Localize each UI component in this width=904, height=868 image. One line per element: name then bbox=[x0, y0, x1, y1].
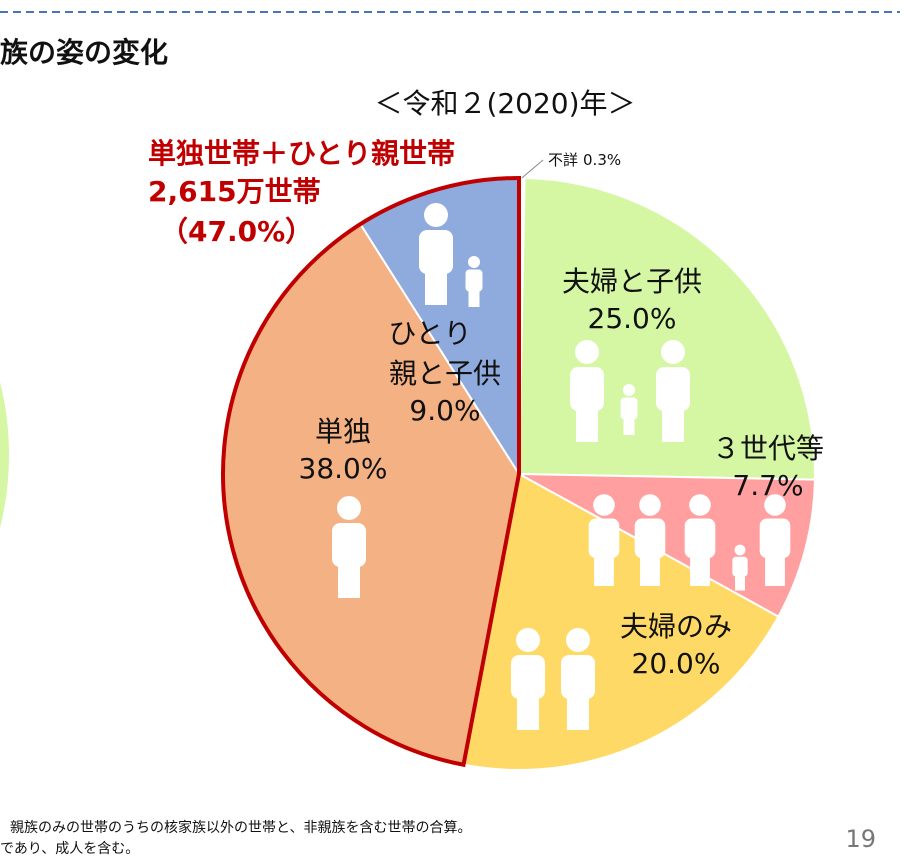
person-icon bbox=[732, 556, 748, 577]
person-icon bbox=[593, 494, 615, 516]
slice-label: ３世代等 bbox=[712, 432, 824, 465]
person-icon bbox=[623, 384, 635, 396]
person-icon bbox=[689, 494, 711, 516]
person-icon bbox=[337, 496, 361, 520]
slice-label: 夫婦と子供 bbox=[562, 265, 702, 298]
person-icon bbox=[516, 628, 540, 652]
person-icon bbox=[332, 523, 366, 567]
person-icon bbox=[764, 494, 786, 516]
person-icon bbox=[661, 340, 685, 364]
slice-label: 夫婦のみ bbox=[620, 610, 732, 643]
annotation-title: 単独世帯＋ひとり親世帯 bbox=[148, 137, 455, 170]
person-icon bbox=[662, 402, 684, 442]
slice-value-label: 25.0% bbox=[588, 302, 677, 335]
person-icon bbox=[639, 494, 661, 516]
person-icon bbox=[576, 402, 598, 442]
slice-label-line: ひとり bbox=[388, 317, 471, 350]
page-number: 19 bbox=[845, 825, 876, 853]
person-icon bbox=[623, 415, 635, 435]
chart-title: ＜令和２(2020)年＞ bbox=[374, 87, 635, 120]
slice-label: ひとり親と子供 bbox=[388, 317, 501, 390]
person-icon bbox=[759, 518, 791, 559]
person-icon bbox=[338, 558, 360, 598]
person-icon bbox=[517, 690, 539, 730]
person-icon bbox=[734, 544, 746, 556]
person-icon bbox=[468, 256, 480, 268]
annotation-count: 2,615万世帯 bbox=[148, 175, 321, 208]
person-icon bbox=[735, 572, 745, 591]
group-annotation: 単独世帯＋ひとり親世帯 2,615万世帯 （47.0%） bbox=[148, 137, 455, 248]
person-icon bbox=[465, 269, 483, 292]
person-icon bbox=[620, 397, 638, 420]
footnote: 親族のみの世帯のうちの核家族以外の世帯と、非親族を含む世帯の合算。 bbox=[10, 819, 471, 836]
slice-label-line: 親と子供 bbox=[389, 357, 501, 390]
slide-title: 族の姿の変化 bbox=[0, 36, 168, 69]
slice-label-name: 不詳 bbox=[548, 151, 578, 169]
slice-label: 単独 bbox=[315, 415, 371, 448]
person-icon bbox=[634, 518, 666, 559]
person-icon bbox=[468, 287, 480, 307]
person-icon bbox=[511, 655, 545, 699]
footnote: であり、成人を含む。 bbox=[0, 841, 139, 857]
person-icon bbox=[567, 690, 589, 730]
person-icon bbox=[594, 550, 614, 586]
person-icon bbox=[570, 367, 604, 411]
slice-value-label: 9.0% bbox=[409, 394, 480, 427]
person-icon bbox=[566, 628, 590, 652]
person-icon bbox=[765, 550, 785, 586]
person-icon bbox=[640, 550, 660, 586]
person-icon bbox=[424, 203, 448, 227]
person-icon bbox=[575, 340, 599, 364]
person-icon bbox=[656, 367, 690, 411]
person-icon bbox=[425, 265, 447, 305]
person-icon bbox=[561, 655, 595, 699]
slice-value-label: 38.0% bbox=[299, 452, 388, 485]
slice-value-label: 0.3% bbox=[583, 151, 621, 169]
person-icon bbox=[690, 550, 710, 586]
slice-value-label: 7.7% bbox=[732, 469, 803, 502]
person-icon bbox=[588, 518, 620, 559]
slice-value-label: 20.0% bbox=[632, 647, 721, 680]
annotation-share: （47.0%） bbox=[160, 215, 313, 248]
partial-pie bbox=[0, 374, 11, 536]
group-outline bbox=[221, 175, 521, 768]
slice-label: 不詳 0.3% bbox=[548, 151, 621, 169]
person-icon bbox=[419, 230, 453, 274]
person-icon bbox=[684, 518, 716, 559]
leader-line bbox=[521, 159, 544, 179]
